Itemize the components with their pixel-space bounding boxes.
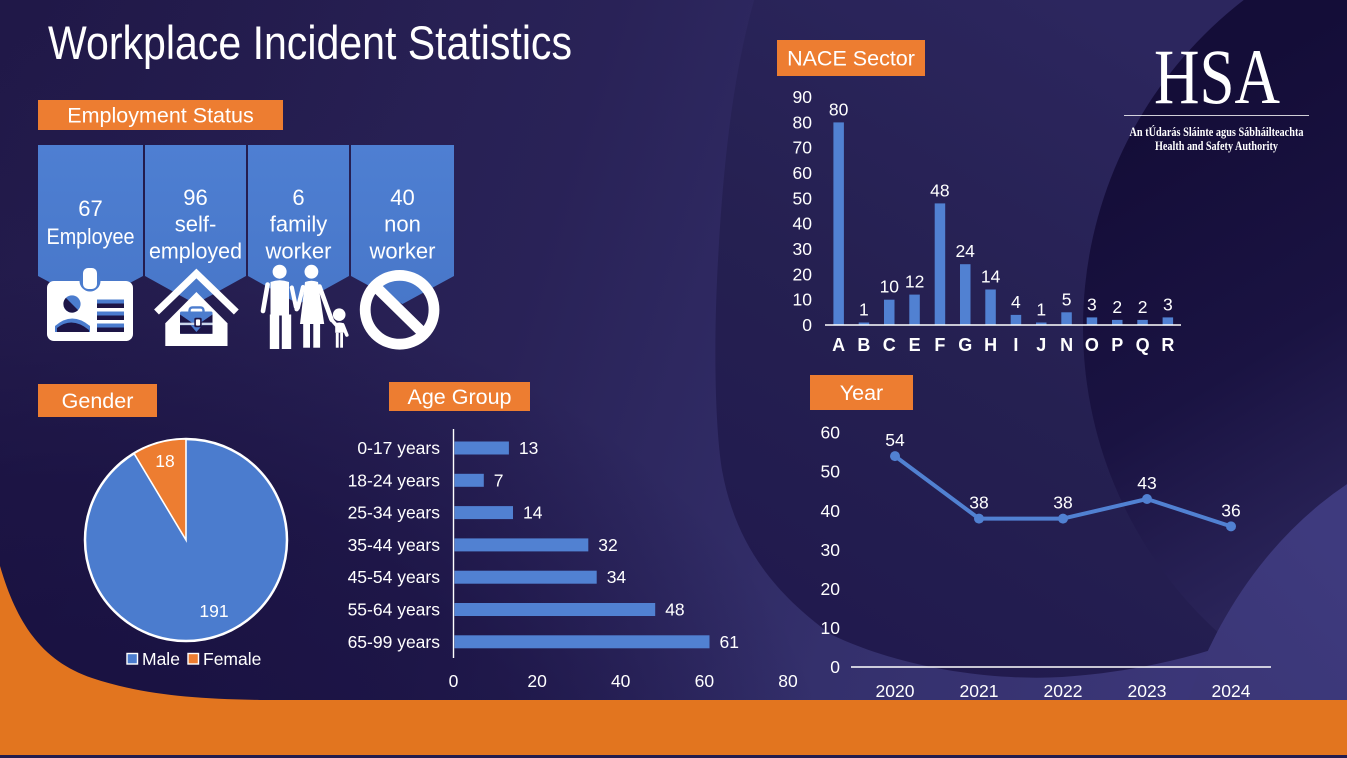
svg-text:80: 80 <box>829 99 849 119</box>
svg-text:O: O <box>1085 335 1099 355</box>
svg-text:Male: Male <box>142 649 180 669</box>
svg-text:40: 40 <box>821 501 841 521</box>
svg-text:70: 70 <box>793 138 813 158</box>
svg-text:45-54 years: 45-54 years <box>348 567 441 587</box>
svg-text:43: 43 <box>1137 473 1156 493</box>
svg-text:Female: Female <box>203 649 261 669</box>
svg-text:1: 1 <box>859 300 869 320</box>
svg-text:191: 191 <box>199 601 228 621</box>
svg-text:E: E <box>909 335 921 355</box>
svg-text:3: 3 <box>1087 294 1097 314</box>
svg-text:38: 38 <box>1053 493 1072 513</box>
svg-text:R: R <box>1161 335 1174 355</box>
svg-text:2023: 2023 <box>1128 681 1167 701</box>
svg-text:B: B <box>857 335 870 355</box>
svg-text:65-99 years: 65-99 years <box>348 632 441 652</box>
svg-text:10: 10 <box>793 290 813 310</box>
svg-text:50: 50 <box>821 462 841 482</box>
svg-text:family: family <box>270 212 327 237</box>
svg-text:0-17 years: 0-17 years <box>357 438 440 458</box>
svg-text:self-: self- <box>175 212 217 237</box>
svg-text:61: 61 <box>720 632 739 652</box>
svg-text:2: 2 <box>1112 297 1122 317</box>
svg-text:Employee: Employee <box>47 224 135 249</box>
svg-text:14: 14 <box>981 267 1001 287</box>
svg-text:20: 20 <box>793 264 813 284</box>
svg-text:40: 40 <box>390 185 414 210</box>
svg-text:Employment Status: Employment Status <box>67 104 253 128</box>
svg-text:10: 10 <box>821 618 841 638</box>
svg-text:36: 36 <box>1221 500 1240 520</box>
svg-text:20: 20 <box>527 671 547 691</box>
svg-text:An tÚdarás Sláinte agus Sábhái: An tÚdarás Sláinte agus Sábháilteachta <box>1130 125 1305 139</box>
svg-text:F: F <box>934 335 945 355</box>
svg-text:40: 40 <box>611 671 631 691</box>
svg-text:48: 48 <box>930 180 949 200</box>
svg-text:2022: 2022 <box>1044 681 1083 701</box>
svg-text:80: 80 <box>778 671 798 691</box>
svg-text:Workplace Incident Statistics: Workplace Incident Statistics <box>48 16 572 69</box>
svg-text:2020: 2020 <box>876 681 915 701</box>
svg-text:NACE Sector: NACE Sector <box>787 47 915 71</box>
svg-text:34: 34 <box>607 567 627 587</box>
svg-text:60: 60 <box>793 163 813 183</box>
svg-text:48: 48 <box>665 600 684 620</box>
svg-text:worker: worker <box>368 239 435 264</box>
svg-text:Year: Year <box>840 381 883 405</box>
svg-text:67: 67 <box>78 196 102 221</box>
svg-text:Health and Safety Authority: Health and Safety Authority <box>1155 139 1279 153</box>
svg-text:40: 40 <box>793 214 813 234</box>
svg-text:80: 80 <box>793 112 813 132</box>
svg-text:2: 2 <box>1138 297 1148 317</box>
svg-text:non: non <box>384 212 421 237</box>
svg-text:13: 13 <box>519 438 538 458</box>
svg-text:worker: worker <box>264 239 331 264</box>
svg-text:J: J <box>1036 335 1046 355</box>
svg-text:Age Group: Age Group <box>408 385 512 409</box>
svg-text:5: 5 <box>1062 289 1072 309</box>
svg-text:30: 30 <box>793 239 813 259</box>
svg-text:54: 54 <box>885 430 905 450</box>
svg-text:C: C <box>883 335 896 355</box>
svg-text:14: 14 <box>523 503 543 523</box>
svg-text:90: 90 <box>793 87 813 107</box>
svg-text:Gender: Gender <box>62 389 134 413</box>
svg-text:32: 32 <box>598 535 617 555</box>
svg-text:G: G <box>958 335 972 355</box>
svg-text:Q: Q <box>1136 335 1150 355</box>
svg-text:0: 0 <box>449 671 459 691</box>
svg-text:10: 10 <box>880 277 900 297</box>
svg-text:50: 50 <box>793 188 813 208</box>
svg-text:20: 20 <box>821 579 841 599</box>
svg-text:18: 18 <box>155 451 174 471</box>
svg-text:7: 7 <box>494 470 504 490</box>
svg-text:0: 0 <box>802 315 812 335</box>
svg-text:60: 60 <box>821 423 841 443</box>
svg-text:30: 30 <box>821 540 841 560</box>
svg-text:A: A <box>832 335 845 355</box>
svg-text:P: P <box>1111 335 1123 355</box>
svg-text:18-24 years: 18-24 years <box>348 470 441 490</box>
svg-text:35-44 years: 35-44 years <box>348 535 441 555</box>
svg-text:H: H <box>984 335 997 355</box>
svg-text:25-34 years: 25-34 years <box>348 503 441 523</box>
svg-text:60: 60 <box>695 671 715 691</box>
svg-text:38: 38 <box>969 493 988 513</box>
svg-text:0: 0 <box>830 657 840 677</box>
svg-text:2021: 2021 <box>960 681 999 701</box>
svg-text:1: 1 <box>1036 300 1046 320</box>
svg-text:I: I <box>1013 335 1018 355</box>
svg-text:6: 6 <box>292 185 304 210</box>
svg-text:24: 24 <box>955 241 975 261</box>
svg-text:55-64 years: 55-64 years <box>348 600 441 620</box>
svg-text:12: 12 <box>905 272 924 292</box>
svg-text:96: 96 <box>183 185 207 210</box>
svg-text:employed: employed <box>149 239 242 264</box>
svg-text:4: 4 <box>1011 292 1021 312</box>
svg-text:3: 3 <box>1163 294 1173 314</box>
svg-text:HSA: HSA <box>1154 33 1280 120</box>
svg-text:N: N <box>1060 335 1073 355</box>
svg-text:2024: 2024 <box>1212 681 1251 701</box>
